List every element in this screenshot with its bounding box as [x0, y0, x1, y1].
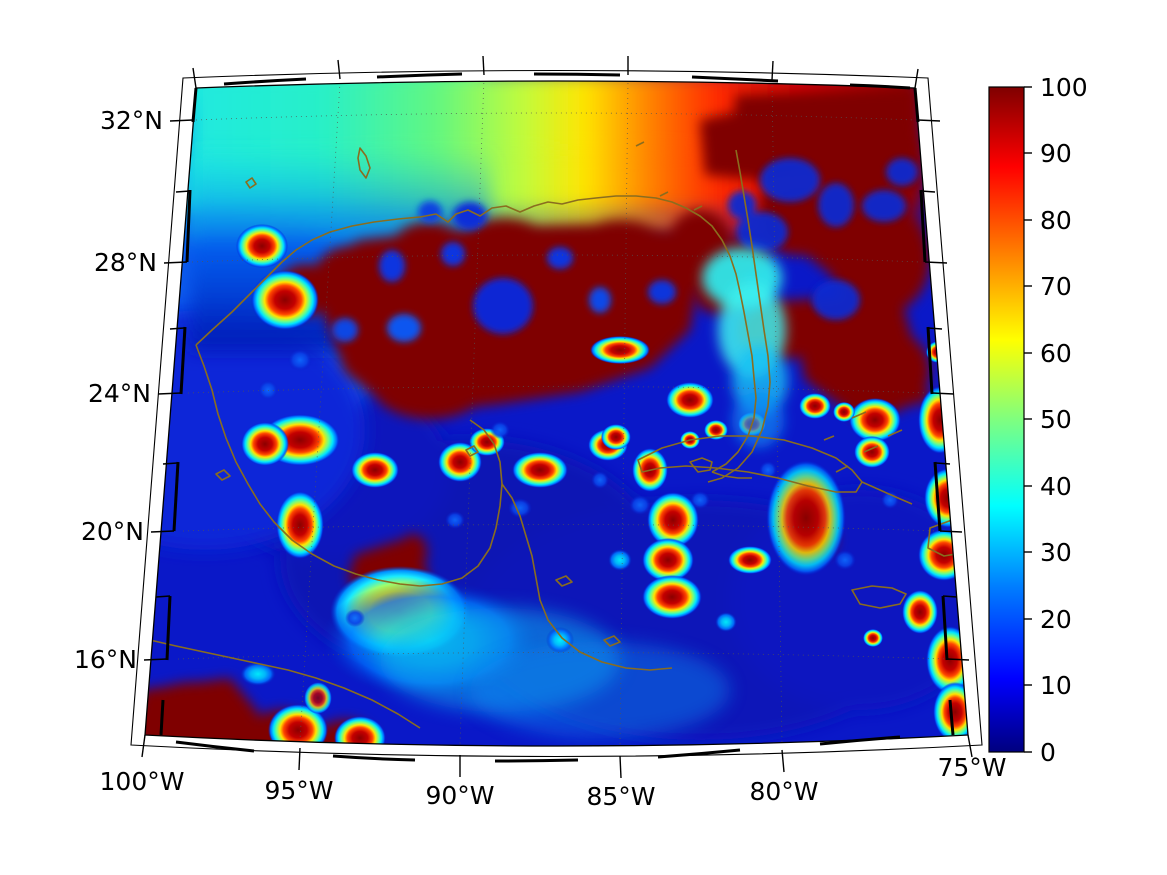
cb-label-10: 10 — [1040, 671, 1072, 700]
gulf-mass-holes — [332, 201, 676, 342]
cb-label-60: 60 — [1040, 339, 1072, 368]
cb-label-40: 40 — [1040, 472, 1072, 501]
bottom-axis-tick-marks — [141, 734, 973, 779]
map-plot-area — [145, 81, 968, 746]
lon-label-95W: 95°W — [264, 776, 333, 805]
lon-label-85W: 85°W — [586, 782, 655, 811]
cb-label-100: 100 — [1040, 73, 1088, 102]
top-axis-tick-marks — [192, 55, 919, 89]
lat-label-20N: 20°N — [81, 517, 144, 546]
lat-label-24N: 24°N — [88, 379, 151, 408]
cb-label-50: 50 — [1040, 405, 1072, 434]
cb-label-80: 80 — [1040, 206, 1072, 235]
map-frame — [130, 69, 983, 758]
lon-label-80W: 80°W — [749, 777, 818, 806]
colorbar-gradient — [988, 86, 1025, 753]
latitude-tick-labels: 32°N 28°N 24°N 20°N 16°N — [74, 106, 163, 674]
colorbar-tick-labels: 100 90 80 70 60 50 40 30 20 10 0 — [1040, 73, 1088, 767]
florida-peninsula-cool-zone — [702, 248, 788, 448]
right-axis-ticks — [913, 87, 955, 736]
cb-label-90: 90 — [1040, 139, 1072, 168]
colorbar-tick-marks — [1024, 86, 1032, 753]
left-axis-ticks — [159, 87, 198, 736]
cb-label-70: 70 — [1040, 272, 1072, 301]
lat-label-32N: 32°N — [100, 106, 163, 135]
lon-label-100W: 100°W — [100, 767, 185, 796]
cb-label-30: 30 — [1040, 538, 1072, 567]
bottom-axis-ticks — [175, 735, 901, 763]
left-axis-tick-marks — [143, 119, 194, 661]
lon-label-90W: 90°W — [425, 781, 494, 810]
coastlines — [149, 141, 968, 729]
gulf-satellite-hotspots — [236, 224, 714, 559]
colorbar[interactable]: 100 90 80 70 60 50 40 30 20 10 0 — [988, 73, 1088, 767]
caribbean-hotspots — [601, 341, 968, 742]
top-axis-ticks — [223, 72, 911, 90]
cb-label-20: 20 — [1040, 605, 1072, 634]
lon-label-75W: 75°W — [937, 753, 1006, 782]
honduras-shelf-shallow — [470, 642, 730, 738]
right-axis-tick-marks — [917, 119, 970, 661]
longitude-tick-labels: 100°W 95°W 90°W 85°W 80°W 75°W — [100, 753, 1007, 811]
lat-label-28N: 28°N — [94, 248, 157, 277]
lat-label-16N: 16°N — [74, 645, 137, 674]
cb-label-0: 0 — [1040, 738, 1056, 767]
